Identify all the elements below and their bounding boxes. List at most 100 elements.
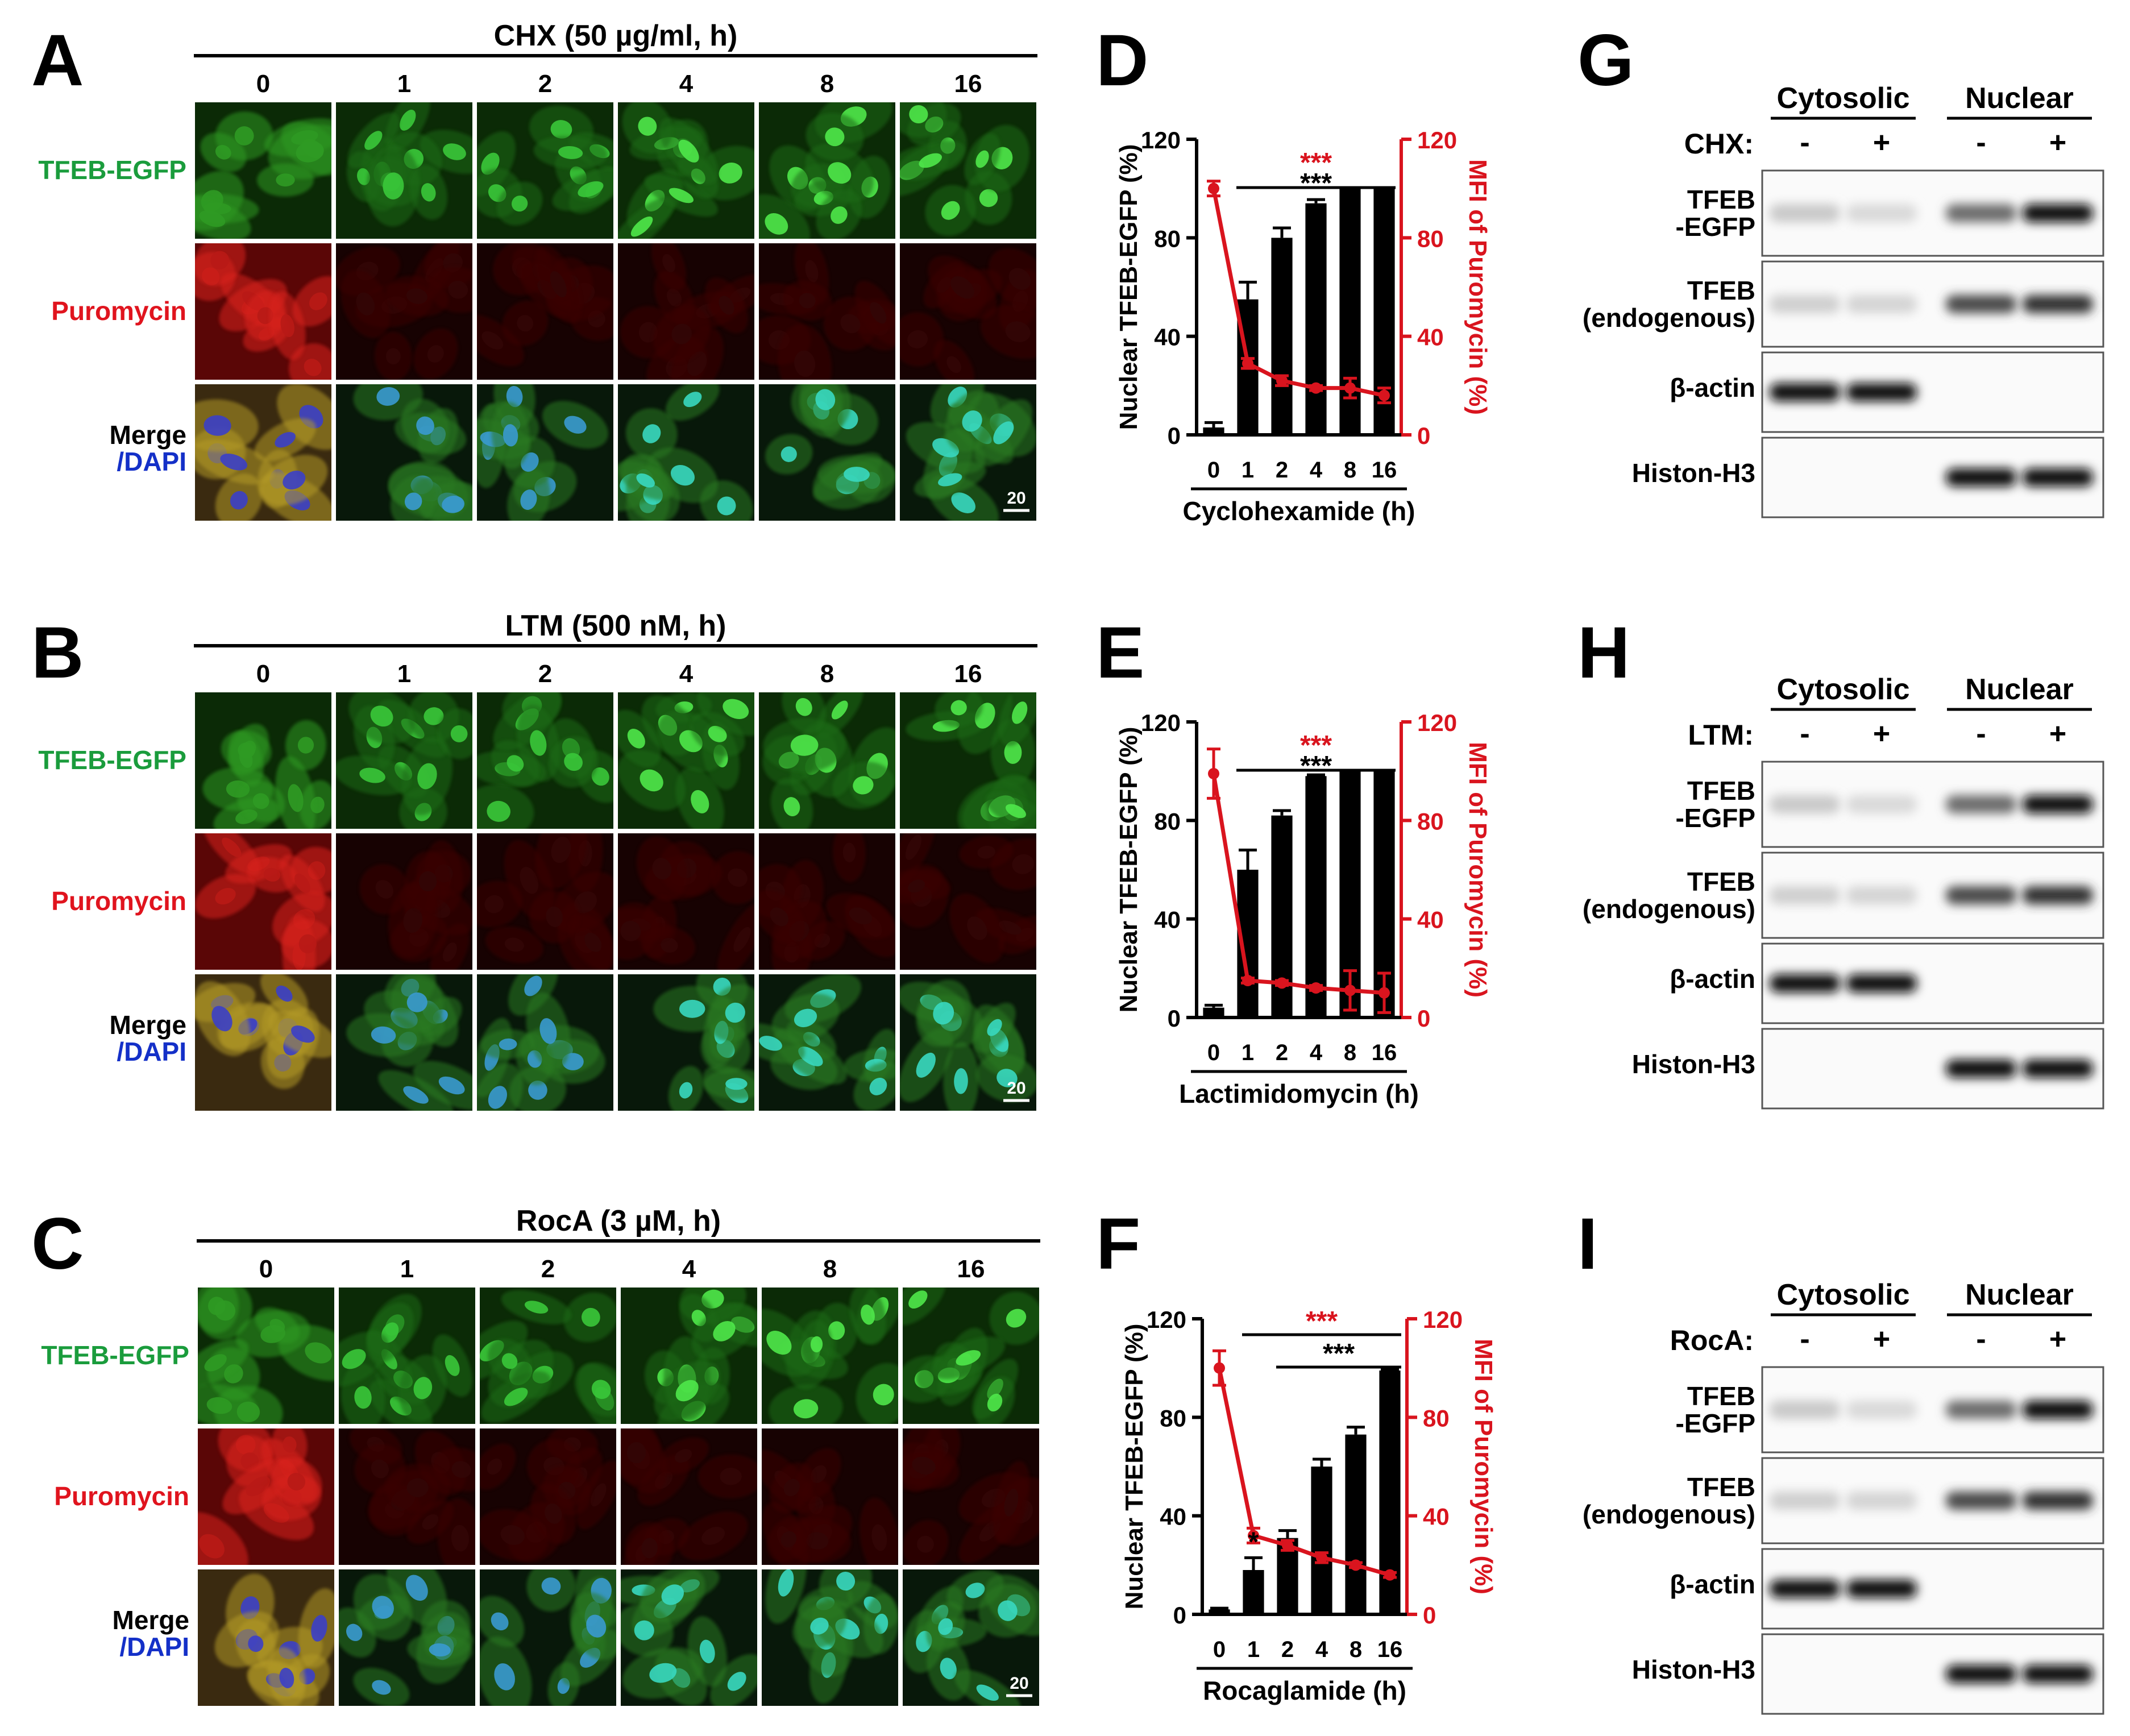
y-tick-label-left: 40 <box>1154 907 1181 933</box>
significance-red: *** <box>1306 1306 1338 1336</box>
time-label: 2 <box>541 1255 555 1283</box>
band <box>2023 295 2093 313</box>
band <box>1946 1492 2016 1510</box>
plus-sign: + <box>1873 717 1890 750</box>
y-axis-title-left: Nuclear TFEB-EGFP (%) <box>1115 144 1143 430</box>
puromycin-point-4h <box>1310 382 1322 394</box>
minus-sign: - <box>1976 717 1986 750</box>
time-label: 0 <box>256 660 270 688</box>
bar-8h <box>1345 1434 1367 1614</box>
panel-letter-E: E <box>1096 612 1144 693</box>
puromycin-image <box>336 243 472 380</box>
tfeb-egfp-image <box>900 692 1036 829</box>
plus-sign: + <box>2049 1323 2066 1356</box>
histone-h3-blot <box>1761 1028 2104 1110</box>
x-tick-label: 2 <box>1281 1637 1294 1662</box>
tfeb-egfp-blot <box>1761 1366 2104 1453</box>
plus-sign: + <box>2049 126 2066 159</box>
row-label: TFEB <box>1687 276 1755 305</box>
merge-dapi-image <box>618 384 754 521</box>
band <box>1946 886 2016 904</box>
x-tick-label: 16 <box>1372 458 1397 483</box>
panel-letter-F: F <box>1096 1203 1140 1285</box>
tfeb-egfp-image <box>618 102 754 239</box>
micrograph-panel-B: LTM (500 nM, h) 0 1 2 4 8 16 TFEB-EGFP Puromycin… <box>38 609 1037 1111</box>
scale-bar: 20 <box>1006 1674 1032 1697</box>
row-label: -EGFP <box>1675 1409 1755 1438</box>
row-label-merge: Merge <box>110 1010 186 1040</box>
significance-red: *** <box>1300 148 1332 178</box>
merge-dapi-image <box>195 974 331 1111</box>
row-label: Histon-H3 <box>1632 458 1755 488</box>
significance-black: *** <box>1323 1339 1355 1369</box>
tfeb-egfp-image <box>477 102 613 239</box>
merge-dapi-image <box>759 384 895 521</box>
y-tick-label-left: 0 <box>1168 1005 1181 1032</box>
band <box>1846 795 1917 813</box>
row-label: TFEB <box>1687 185 1755 214</box>
merge-dapi-image <box>618 974 754 1111</box>
beta-actin-blot <box>1761 1548 2104 1630</box>
row-label-dapi: /DAPI <box>117 447 186 476</box>
y-tick-label-right: 80 <box>1417 225 1444 252</box>
treatment-label: CHX: <box>1684 128 1754 160</box>
x-tick-label: 2 <box>1276 458 1288 483</box>
micrograph-panel-A: CHX (50 µg/ml, h) 0 1 2 4 8 16 TFEB-EGFP Puromyc… <box>38 19 1037 521</box>
puromycin-point-16h <box>1384 1569 1396 1581</box>
puromycin-point-1h <box>1242 358 1253 369</box>
x-tick-label: 0 <box>1213 1637 1226 1662</box>
puromycin-point-1h <box>1248 1530 1259 1542</box>
y-tick-label-right: 0 <box>1423 1602 1436 1629</box>
x-tick-label: 1 <box>1242 1040 1254 1065</box>
band <box>1846 1580 1917 1598</box>
minus-sign: - <box>1800 1323 1809 1356</box>
treatment-title: CHX (50 µg/ml, h) <box>494 19 738 52</box>
row-label-puromycin: Puromycin <box>54 1481 189 1511</box>
y-tick-label-left: 120 <box>1147 1306 1186 1333</box>
puromycin-point-2h <box>1282 1539 1293 1551</box>
y-tick-label-right: 40 <box>1423 1504 1450 1530</box>
row-label-puromycin: Puromycin <box>51 886 186 916</box>
band <box>1946 204 2016 222</box>
row-label: (endogenous) <box>1583 303 1755 333</box>
band <box>1846 1401 1917 1419</box>
time-label: 16 <box>954 660 982 688</box>
merge-dapi-image <box>759 974 895 1111</box>
band <box>1946 1401 2016 1419</box>
significance-black: *** <box>1300 168 1332 198</box>
time-label: 8 <box>820 660 834 688</box>
bar-1h <box>1243 1570 1264 1614</box>
tfeb-egfp-image <box>900 102 1036 239</box>
y-axis-title-right: MFI of Puromycin (%) <box>1464 159 1492 415</box>
y-tick-label-right: 120 <box>1423 1306 1463 1333</box>
band <box>2023 1665 2093 1683</box>
row-label: β-actin <box>1670 964 1755 994</box>
merge-dapi-image <box>477 384 613 521</box>
band <box>1770 383 1840 401</box>
significance-single: * <box>1248 1527 1259 1557</box>
tfeb-egfp-image <box>477 692 613 829</box>
puromycin-image <box>900 243 1036 380</box>
row-label-dapi: /DAPI <box>119 1632 189 1662</box>
puromycin-point-0h <box>1214 1362 1225 1374</box>
puromycin-point-2h <box>1276 375 1288 387</box>
x-tick-label: 2 <box>1276 1040 1288 1065</box>
row-label: β-actin <box>1670 1569 1755 1599</box>
x-tick-label: 4 <box>1310 458 1323 483</box>
time-label: 4 <box>682 1255 696 1283</box>
puromycin-point-8h <box>1350 1559 1361 1571</box>
band <box>1846 204 1917 222</box>
puromycin-line <box>1211 773 1385 995</box>
band <box>1846 383 1917 401</box>
puromycin-image <box>339 1428 475 1565</box>
significance-red: *** <box>1300 730 1332 761</box>
y-axis-title-right: MFI of Puromycin (%) <box>1464 742 1492 998</box>
plus-sign: + <box>1873 1323 1890 1356</box>
puromycin-image <box>759 833 895 970</box>
panel-letter-C: C <box>31 1203 84 1285</box>
